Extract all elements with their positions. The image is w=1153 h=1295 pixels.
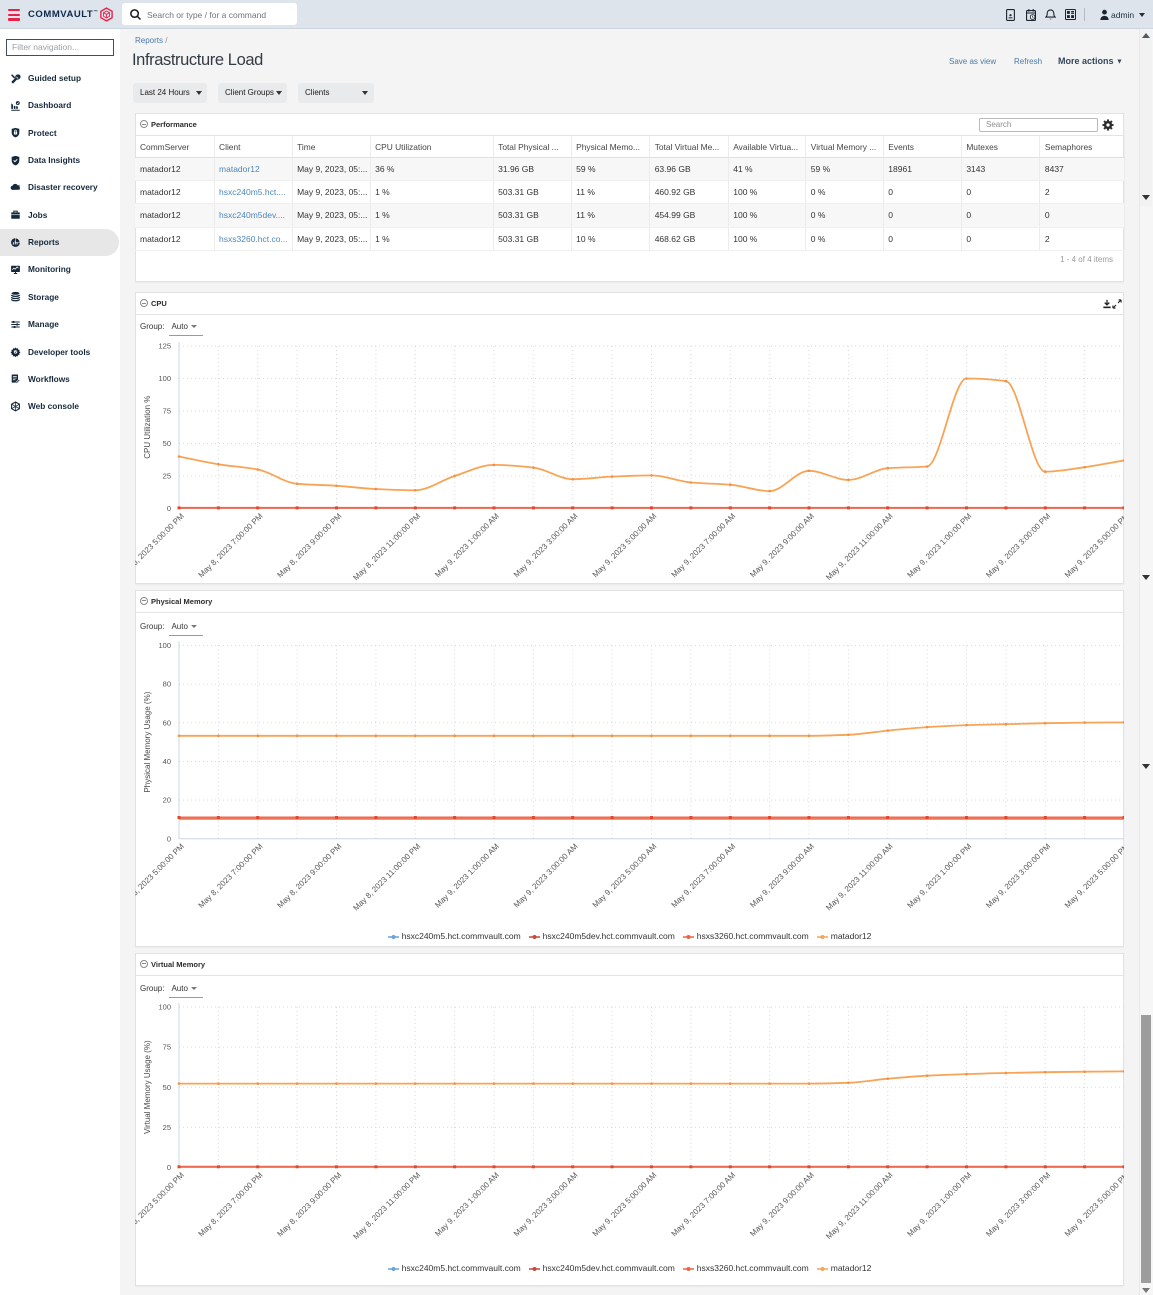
svg-text:May 9, 2023 5:00:00 PM: May 9, 2023 5:00:00 PM [1063, 1170, 1124, 1238]
svg-text:May 9, 2023 7:00:00 AM: May 9, 2023 7:00:00 AM [670, 1170, 738, 1238]
svg-text:100: 100 [158, 1002, 171, 1011]
svg-text:50: 50 [163, 439, 171, 448]
svg-text:May 9, 2023 1:00:00 PM: May 9, 2023 1:00:00 PM [905, 1170, 973, 1238]
svg-text:May 8, 2023 7:00:00 PM: May 8, 2023 7:00:00 PM [197, 1170, 265, 1238]
svg-text:May 9, 2023 3:00:00 AM: May 9, 2023 3:00:00 AM [512, 841, 580, 909]
svg-text:CPU Utilization %: CPU Utilization % [143, 396, 152, 459]
svg-text:May 8, 2023 9:00:00 PM: May 8, 2023 9:00:00 PM [275, 1170, 343, 1238]
svg-text:60: 60 [163, 718, 171, 727]
svg-text:May 9, 2023 3:00:00 AM: May 9, 2023 3:00:00 AM [512, 1170, 580, 1238]
svg-text:May 8, 2023 7:00:00 PM: May 8, 2023 7:00:00 PM [197, 841, 265, 909]
svg-text:May 8, 2023 5:00:00 PM: May 8, 2023 5:00:00 PM [135, 1170, 186, 1238]
svg-text:75: 75 [163, 407, 171, 416]
svg-text:May 9, 2023 1:00:00 PM: May 9, 2023 1:00:00 PM [905, 841, 973, 909]
svg-text:May 8, 2023 5:00:00 PM: May 8, 2023 5:00:00 PM [135, 841, 186, 909]
svg-text:40: 40 [163, 757, 171, 766]
svg-text:May 9, 2023 9:00:00 AM: May 9, 2023 9:00:00 AM [748, 511, 816, 579]
svg-text:May 9, 2023 5:00:00 AM: May 9, 2023 5:00:00 AM [591, 511, 659, 579]
svg-text:May 8, 2023 5:00:00 PM: May 8, 2023 5:00:00 PM [135, 511, 186, 579]
svg-text:May 8, 2023 9:00:00 PM: May 8, 2023 9:00:00 PM [275, 511, 343, 579]
svg-text:100: 100 [158, 374, 171, 383]
svg-text:25: 25 [163, 1122, 171, 1131]
svg-text:May 9, 2023 3:00:00 PM: May 9, 2023 3:00:00 PM [984, 511, 1052, 579]
svg-text:May 8, 2023 11:00:00 PM: May 8, 2023 11:00:00 PM [351, 1170, 422, 1241]
svg-text:50: 50 [163, 1082, 171, 1091]
svg-text:May 8, 2023 11:00:00 PM: May 8, 2023 11:00:00 PM [351, 511, 422, 582]
svg-text:May 9, 2023 9:00:00 AM: May 9, 2023 9:00:00 AM [748, 1170, 816, 1238]
svg-text:May 9, 2023 11:00:00 AM: May 9, 2023 11:00:00 AM [824, 1170, 895, 1241]
svg-text:0: 0 [167, 504, 171, 513]
svg-text:May 9, 2023 3:00:00 PM: May 9, 2023 3:00:00 PM [984, 841, 1052, 909]
svg-text:May 9, 2023 7:00:00 AM: May 9, 2023 7:00:00 AM [670, 511, 738, 579]
svg-text:May 9, 2023 5:00:00 PM: May 9, 2023 5:00:00 PM [1063, 841, 1124, 909]
svg-text:100: 100 [158, 641, 171, 650]
svg-text:May 9, 2023 1:00:00 AM: May 9, 2023 1:00:00 AM [433, 511, 501, 579]
svg-text:Physical Memory Usage (%): Physical Memory Usage (%) [143, 691, 152, 792]
svg-text:May 9, 2023 11:00:00 AM: May 9, 2023 11:00:00 AM [824, 511, 895, 582]
svg-text:0: 0 [167, 1163, 171, 1172]
svg-text:0: 0 [167, 834, 171, 843]
svg-text:May 9, 2023 7:00:00 AM: May 9, 2023 7:00:00 AM [670, 841, 738, 909]
svg-text:25: 25 [163, 472, 171, 481]
svg-text:May 9, 2023 11:00:00 AM: May 9, 2023 11:00:00 AM [824, 841, 895, 912]
svg-text:125: 125 [158, 342, 171, 351]
svg-text:May 8, 2023 7:00:00 PM: May 8, 2023 7:00:00 PM [197, 511, 265, 579]
svg-text:May 9, 2023 1:00:00 PM: May 9, 2023 1:00:00 PM [905, 511, 973, 579]
svg-text:May 8, 2023 11:00:00 PM: May 8, 2023 11:00:00 PM [351, 841, 422, 912]
svg-text:May 9, 2023 5:00:00 AM: May 9, 2023 5:00:00 AM [591, 841, 659, 909]
svg-text:80: 80 [163, 679, 171, 688]
svg-text:May 8, 2023 9:00:00 PM: May 8, 2023 9:00:00 PM [275, 841, 343, 909]
svg-text:May 9, 2023 3:00:00 PM: May 9, 2023 3:00:00 PM [984, 1170, 1052, 1238]
svg-text:Virtual Memory Usage (%): Virtual Memory Usage (%) [143, 1040, 152, 1134]
svg-text:75: 75 [163, 1042, 171, 1051]
svg-text:20: 20 [163, 795, 171, 804]
svg-text:May 9, 2023 9:00:00 AM: May 9, 2023 9:00:00 AM [748, 841, 816, 909]
svg-text:May 9, 2023 1:00:00 AM: May 9, 2023 1:00:00 AM [433, 1170, 501, 1238]
svg-text:May 9, 2023 3:00:00 AM: May 9, 2023 3:00:00 AM [512, 511, 580, 579]
svg-text:May 9, 2023 5:00:00 AM: May 9, 2023 5:00:00 AM [591, 1170, 659, 1238]
svg-text:May 9, 2023 1:00:00 AM: May 9, 2023 1:00:00 AM [433, 841, 501, 909]
svg-text:May 9, 2023 5:00:00 PM: May 9, 2023 5:00:00 PM [1063, 511, 1124, 579]
